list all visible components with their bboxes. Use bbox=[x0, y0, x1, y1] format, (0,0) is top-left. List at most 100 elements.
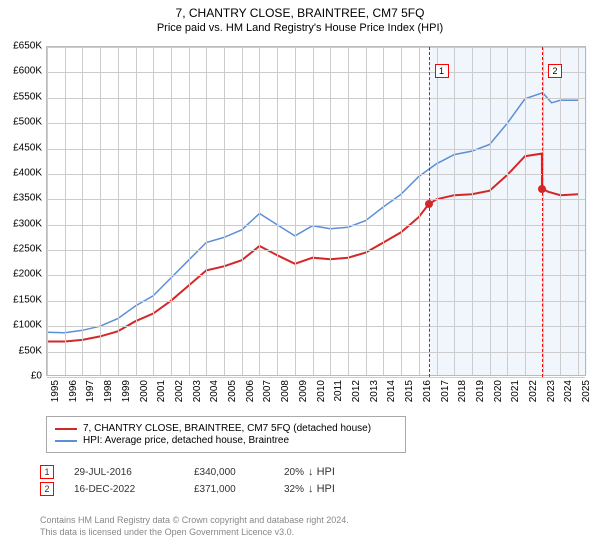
grid-line-v bbox=[313, 47, 314, 375]
legend: 7, CHANTRY CLOSE, BRAINTREE, CM7 5FQ (de… bbox=[46, 416, 406, 453]
grid-line-v bbox=[136, 47, 137, 375]
x-axis-label: 2020 bbox=[493, 380, 504, 402]
grid-line-h bbox=[47, 174, 585, 175]
sale-vline bbox=[542, 47, 543, 377]
x-axis-label: 2000 bbox=[139, 380, 150, 402]
sales-row: 129-JUL-2016£340,00020% ↓ HPI bbox=[40, 465, 394, 479]
grid-line-v bbox=[560, 47, 561, 375]
grid-line-v bbox=[366, 47, 367, 375]
grid-line-v bbox=[383, 47, 384, 375]
grid-line-v bbox=[242, 47, 243, 375]
grid-line-v bbox=[454, 47, 455, 375]
legend-label: 7, CHANTRY CLOSE, BRAINTREE, CM7 5FQ (de… bbox=[83, 423, 371, 434]
y-axis-label: £250K bbox=[4, 244, 42, 255]
x-axis-label: 2015 bbox=[404, 380, 415, 402]
x-axis-label: 2007 bbox=[262, 380, 273, 402]
grid-line-h bbox=[47, 352, 585, 353]
footnote: Contains HM Land Registry data © Crown c… bbox=[40, 515, 590, 538]
y-axis-label: £650K bbox=[4, 41, 42, 52]
grid-line-v bbox=[330, 47, 331, 375]
x-axis-label: 2002 bbox=[174, 380, 185, 402]
x-axis-label: 2009 bbox=[298, 380, 309, 402]
sales-table: 129-JUL-2016£340,00020% ↓ HPI216-DEC-202… bbox=[40, 462, 394, 499]
x-axis-label: 2010 bbox=[316, 380, 327, 402]
grid-line-v bbox=[206, 47, 207, 375]
grid-line-v bbox=[189, 47, 190, 375]
sale-marker-box: 2 bbox=[548, 64, 562, 78]
sale-dot bbox=[538, 185, 546, 193]
sale-vline bbox=[429, 47, 430, 377]
x-axis-label: 2021 bbox=[510, 380, 521, 402]
x-axis-label: 1996 bbox=[68, 380, 79, 402]
grid-line-v bbox=[47, 47, 48, 375]
y-axis-label: £550K bbox=[4, 91, 42, 102]
x-axis-label: 1997 bbox=[85, 380, 96, 402]
x-axis-label: 2004 bbox=[209, 380, 220, 402]
sales-pct: 32% ↓ HPI bbox=[284, 483, 394, 495]
x-axis-label: 2016 bbox=[422, 380, 433, 402]
grid-line-v bbox=[82, 47, 83, 375]
legend-row: 7, CHANTRY CLOSE, BRAINTREE, CM7 5FQ (de… bbox=[55, 423, 397, 434]
x-axis-label: 2012 bbox=[351, 380, 362, 402]
grid-line-h bbox=[47, 199, 585, 200]
x-axis-label: 2018 bbox=[457, 380, 468, 402]
grid-line-v bbox=[348, 47, 349, 375]
x-axis-label: 2006 bbox=[245, 380, 256, 402]
grid-line-v bbox=[578, 47, 579, 375]
chart-subtitle: Price paid vs. HM Land Registry's House … bbox=[0, 20, 600, 34]
line-layer bbox=[47, 47, 587, 377]
y-axis-label: £300K bbox=[4, 218, 42, 229]
grid-line-v bbox=[507, 47, 508, 375]
x-axis-label: 2013 bbox=[369, 380, 380, 402]
sales-marker: 2 bbox=[40, 482, 54, 496]
grid-line-h bbox=[47, 47, 585, 48]
grid-line-v bbox=[153, 47, 154, 375]
sales-price: £340,000 bbox=[194, 467, 284, 478]
grid-line-v bbox=[490, 47, 491, 375]
sales-pct: 20% ↓ HPI bbox=[284, 466, 394, 478]
x-axis-label: 2001 bbox=[156, 380, 167, 402]
grid-line-h bbox=[47, 123, 585, 124]
y-axis-label: £150K bbox=[4, 294, 42, 305]
x-axis-label: 2024 bbox=[563, 380, 574, 402]
sale-dot bbox=[425, 200, 433, 208]
legend-label: HPI: Average price, detached house, Brai… bbox=[83, 435, 289, 446]
grid-line-v bbox=[525, 47, 526, 375]
grid-line-v bbox=[65, 47, 66, 375]
grid-line-h bbox=[47, 326, 585, 327]
grid-line-h bbox=[47, 275, 585, 276]
x-axis-label: 1995 bbox=[50, 380, 61, 402]
legend-row: HPI: Average price, detached house, Brai… bbox=[55, 435, 397, 446]
y-axis-label: £200K bbox=[4, 269, 42, 280]
grid-line-h bbox=[47, 225, 585, 226]
sales-price: £371,000 bbox=[194, 484, 284, 495]
grid-line-v bbox=[100, 47, 101, 375]
y-axis-label: £600K bbox=[4, 66, 42, 77]
grid-line-h bbox=[47, 250, 585, 251]
sales-row: 216-DEC-2022£371,00032% ↓ HPI bbox=[40, 482, 394, 496]
footnote-line2: This data is licensed under the Open Gov… bbox=[40, 527, 590, 539]
grid-line-v bbox=[277, 47, 278, 375]
down-arrow-icon: ↓ HPI bbox=[308, 483, 335, 495]
y-axis-label: £450K bbox=[4, 142, 42, 153]
grid-line-h bbox=[47, 72, 585, 73]
y-axis-label: £50K bbox=[4, 345, 42, 356]
x-axis-label: 2023 bbox=[546, 380, 557, 402]
grid-line-v bbox=[472, 47, 473, 375]
x-axis-label: 2008 bbox=[280, 380, 291, 402]
plot-area: 12 bbox=[46, 46, 586, 376]
y-axis-label: £350K bbox=[4, 193, 42, 204]
sale-marker-box: 1 bbox=[435, 64, 449, 78]
y-axis-label: £400K bbox=[4, 167, 42, 178]
chart-container: { "title": "7, CHANTRY CLOSE, BRAINTREE,… bbox=[0, 0, 600, 560]
x-axis-label: 2003 bbox=[192, 380, 203, 402]
grid-line-v bbox=[259, 47, 260, 375]
grid-line-v bbox=[295, 47, 296, 375]
x-axis-label: 2014 bbox=[386, 380, 397, 402]
y-axis-label: £500K bbox=[4, 117, 42, 128]
grid-line-v bbox=[401, 47, 402, 375]
grid-line-v bbox=[118, 47, 119, 375]
grid-line-h bbox=[47, 149, 585, 150]
x-axis-label: 1998 bbox=[103, 380, 114, 402]
legend-swatch bbox=[55, 428, 77, 430]
